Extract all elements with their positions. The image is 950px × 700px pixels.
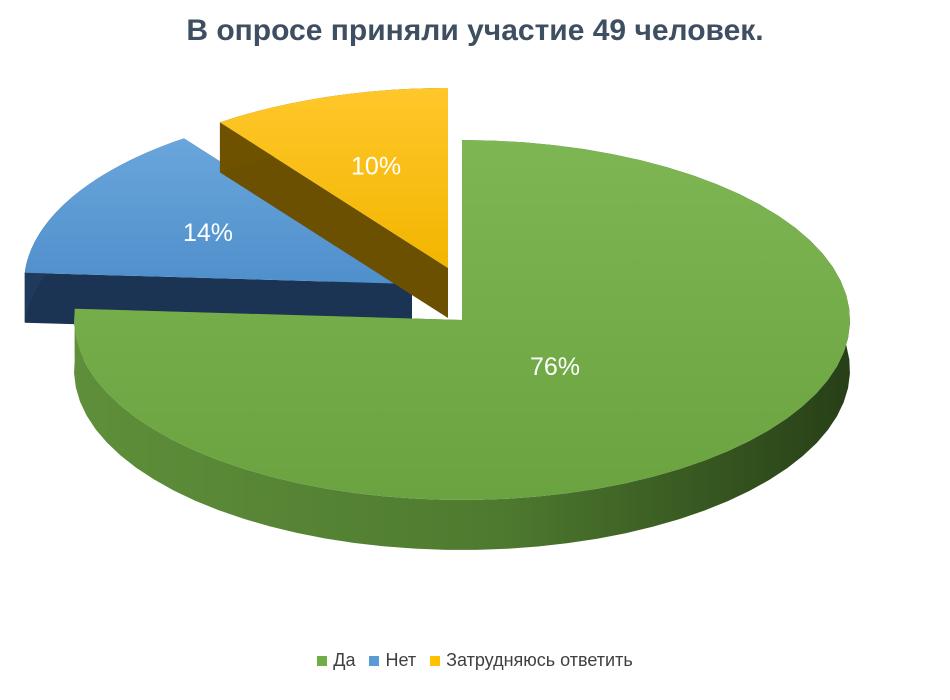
chart-title: В опросе приняли участие 49 человек. <box>186 14 764 47</box>
pie-slice-top-yes <box>74 140 850 500</box>
legend-label-yes: Да <box>333 650 356 670</box>
data-label-undecided: 10% <box>351 152 401 180</box>
data-label-yes: 76% <box>530 353 580 381</box>
pie-slice-wall-undecided <box>219 122 448 318</box>
data-label-no: 14% <box>183 219 233 247</box>
pie-slice-top-undecided <box>219 88 448 268</box>
legend-item-yes: Да <box>317 650 355 671</box>
legend-swatch-no <box>369 655 380 666</box>
legend-swatch-yes <box>317 655 328 666</box>
legend-label-no: Нет <box>385 650 417 670</box>
legend-item-no: Нет <box>369 650 416 671</box>
legend-item-undecided: Затрудняюсь ответить <box>430 650 633 671</box>
legend-label-undecided: Затрудняюсь ответить <box>446 650 633 670</box>
legend-swatch-undecided <box>430 655 441 666</box>
pie-slice-undecided <box>219 88 448 318</box>
chart-legend: Да Нет Затрудняюсь ответить <box>0 650 950 671</box>
pie-slice-top-no <box>24 138 413 284</box>
pie-slice-yes <box>74 140 850 550</box>
